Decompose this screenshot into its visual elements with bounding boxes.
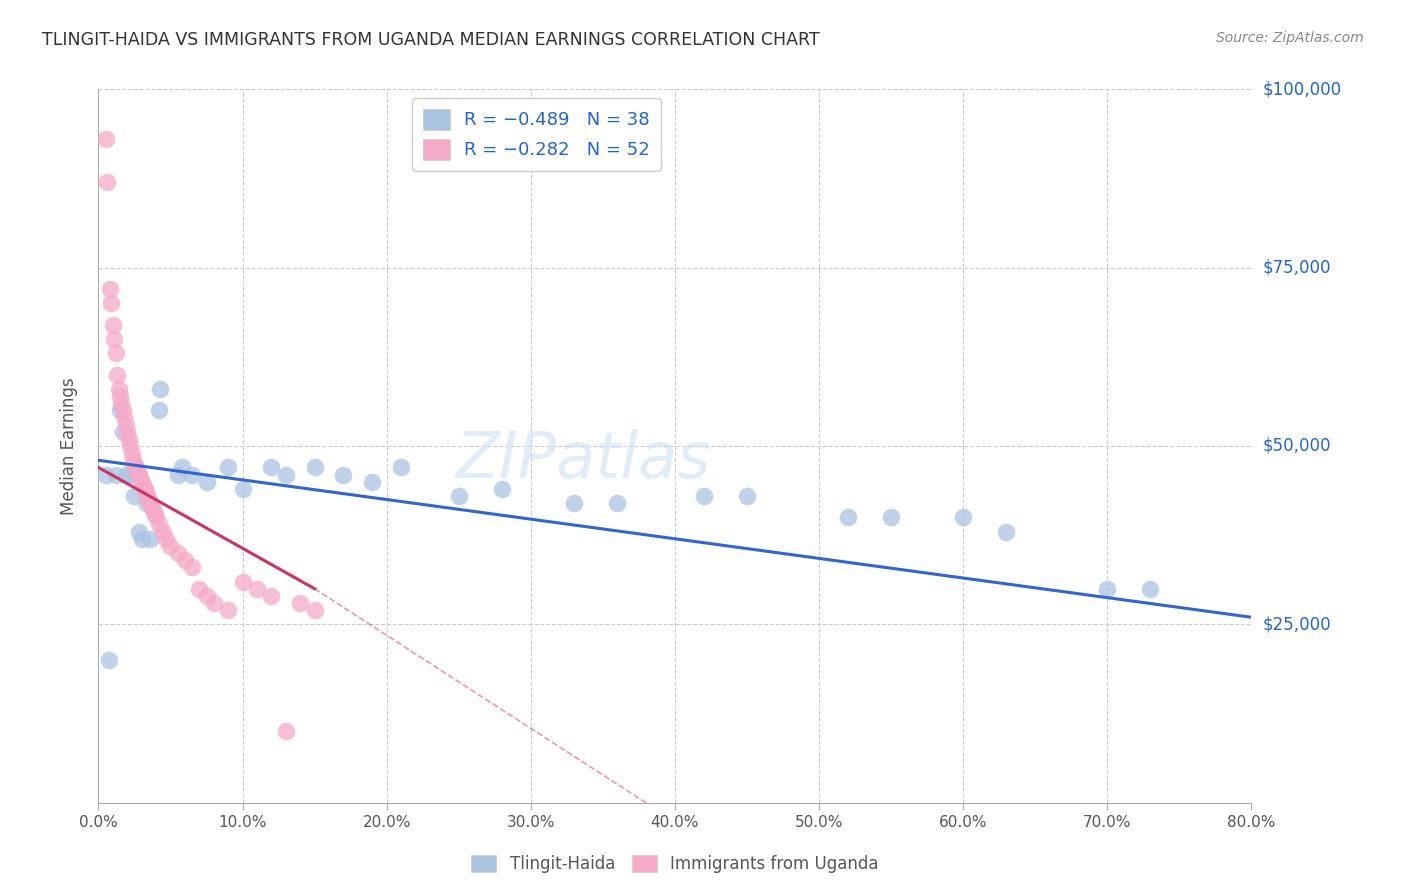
Point xyxy=(166,546,188,560)
Point xyxy=(217,603,239,617)
Point xyxy=(141,500,163,514)
Point xyxy=(155,532,177,546)
Point xyxy=(104,467,127,482)
Point xyxy=(132,478,155,492)
Point xyxy=(260,460,283,475)
Point xyxy=(139,496,162,510)
Point xyxy=(195,589,218,603)
Point xyxy=(134,482,156,496)
Point xyxy=(114,467,136,482)
Point xyxy=(145,510,167,524)
Point xyxy=(120,467,142,482)
Y-axis label: Median Earnings: Median Earnings xyxy=(59,377,77,515)
Point xyxy=(389,460,412,475)
Point xyxy=(491,482,513,496)
Point xyxy=(101,318,124,332)
Point xyxy=(97,653,120,667)
Point xyxy=(98,282,121,296)
Text: $75,000: $75,000 xyxy=(1263,259,1331,277)
Point xyxy=(136,489,159,503)
Point xyxy=(735,489,758,503)
Point xyxy=(995,524,1018,539)
Point xyxy=(260,589,283,603)
Point xyxy=(107,382,129,396)
Point xyxy=(131,475,153,489)
Point xyxy=(94,132,117,146)
Point xyxy=(332,467,354,482)
Point xyxy=(217,460,239,475)
Point xyxy=(108,389,131,403)
Point xyxy=(111,403,134,417)
Point xyxy=(290,596,312,610)
Point xyxy=(195,475,218,489)
Point xyxy=(104,346,127,360)
Point xyxy=(138,492,160,507)
Point xyxy=(148,403,170,417)
Point xyxy=(149,382,172,396)
Point xyxy=(181,467,204,482)
Text: TLINGIT-HAIDA VS IMMIGRANTS FROM UGANDA MEDIAN EARNINGS CORRELATION CHART: TLINGIT-HAIDA VS IMMIGRANTS FROM UGANDA … xyxy=(42,31,820,49)
Point xyxy=(110,396,132,410)
Point xyxy=(231,574,254,589)
Point xyxy=(174,553,197,567)
Point xyxy=(304,603,326,617)
Point xyxy=(361,475,384,489)
Point xyxy=(231,482,254,496)
Point xyxy=(111,425,134,439)
Point xyxy=(202,596,225,610)
Point xyxy=(562,496,585,510)
Point xyxy=(128,524,150,539)
Legend: Tlingit-Haida, Immigrants from Uganda: Tlingit-Haida, Immigrants from Uganda xyxy=(464,848,886,880)
Text: $25,000: $25,000 xyxy=(1263,615,1331,633)
Point xyxy=(880,510,903,524)
Point xyxy=(135,496,157,510)
Point xyxy=(105,368,128,382)
Point xyxy=(121,446,143,460)
Point xyxy=(837,510,859,524)
Point xyxy=(693,489,716,503)
Point xyxy=(124,489,146,503)
Point xyxy=(152,524,174,539)
Point xyxy=(606,496,628,510)
Point xyxy=(135,485,157,500)
Point xyxy=(125,460,148,475)
Point xyxy=(166,467,188,482)
Point xyxy=(118,432,141,446)
Point xyxy=(131,532,153,546)
Point xyxy=(129,471,152,485)
Point xyxy=(447,489,470,503)
Point xyxy=(100,296,122,310)
Point xyxy=(148,517,170,532)
Point xyxy=(127,464,149,478)
Point xyxy=(139,532,162,546)
Point xyxy=(128,467,150,482)
Text: $100,000: $100,000 xyxy=(1263,80,1341,98)
Point xyxy=(181,560,204,574)
Point xyxy=(122,453,145,467)
Point xyxy=(159,539,181,553)
Point xyxy=(112,410,135,425)
Point xyxy=(188,582,211,596)
Point xyxy=(114,417,136,432)
Point xyxy=(142,503,165,517)
Point xyxy=(103,332,125,346)
Point xyxy=(274,467,297,482)
Point xyxy=(117,425,138,439)
Point xyxy=(1139,582,1161,596)
Point xyxy=(274,724,297,739)
Point xyxy=(96,175,118,189)
Point xyxy=(952,510,974,524)
Text: ZIPatlas: ZIPatlas xyxy=(456,429,710,491)
Point xyxy=(246,582,269,596)
Point xyxy=(304,460,326,475)
Point xyxy=(120,439,142,453)
Text: Source: ZipAtlas.com: Source: ZipAtlas.com xyxy=(1216,31,1364,45)
Point xyxy=(94,467,117,482)
Point xyxy=(1097,582,1119,596)
Point xyxy=(108,403,131,417)
Text: $50,000: $50,000 xyxy=(1263,437,1331,455)
Point xyxy=(143,507,166,521)
Point xyxy=(124,457,146,471)
Point xyxy=(170,460,193,475)
